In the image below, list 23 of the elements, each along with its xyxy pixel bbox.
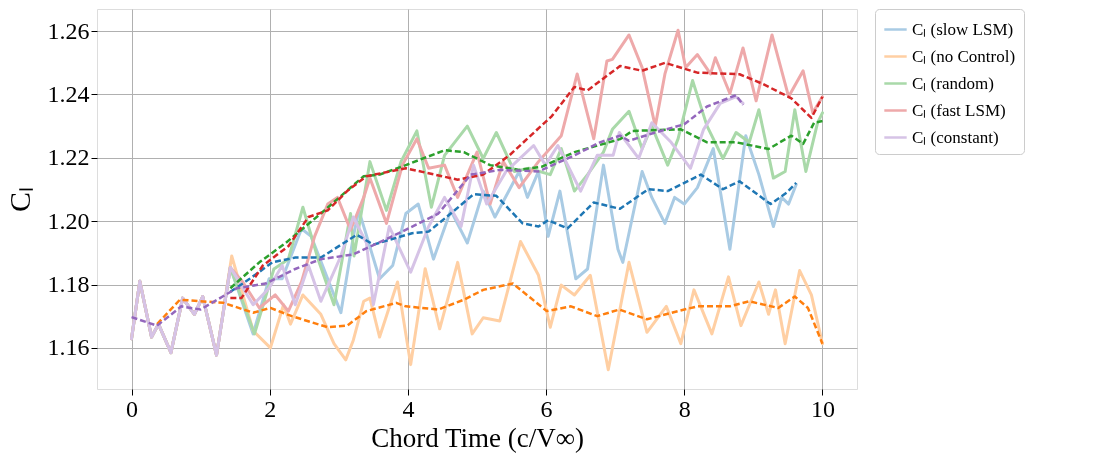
y-tick-label: 1.18 [47,271,90,297]
line-series [155,282,824,345]
x-axis-title: Chord Time (c/V∞) [371,422,584,453]
legend-label: Cₗ (random) [912,73,994,93]
legend-label: Cₗ (no Control) [912,46,1016,66]
x-tick-label: 4 [402,395,415,422]
x-tick-label: 0 [126,395,139,422]
line-series [229,61,824,300]
y-tick-label: 1.26 [47,17,90,44]
x-tick-label: 8 [678,395,691,422]
y-axis-title: Cₗ [2,186,36,213]
y-tick-label: 1.20 [47,207,90,234]
x-tick-label: 10 [810,395,835,422]
y-tick-label: 1.16 [47,334,90,361]
legend-label: Cₗ (fast LSM) [912,100,1006,120]
x-tick-label: 6 [540,395,553,422]
legend-label: Cₗ (slow LSM) [912,19,1014,39]
line-series [229,173,798,294]
y-tick-label: 1.22 [47,144,90,171]
y-tick-label: 1.24 [47,81,90,107]
line-series [229,119,824,290]
x-tick-label: 2 [264,395,277,422]
legend-label: Cₗ (constant) [912,127,999,147]
